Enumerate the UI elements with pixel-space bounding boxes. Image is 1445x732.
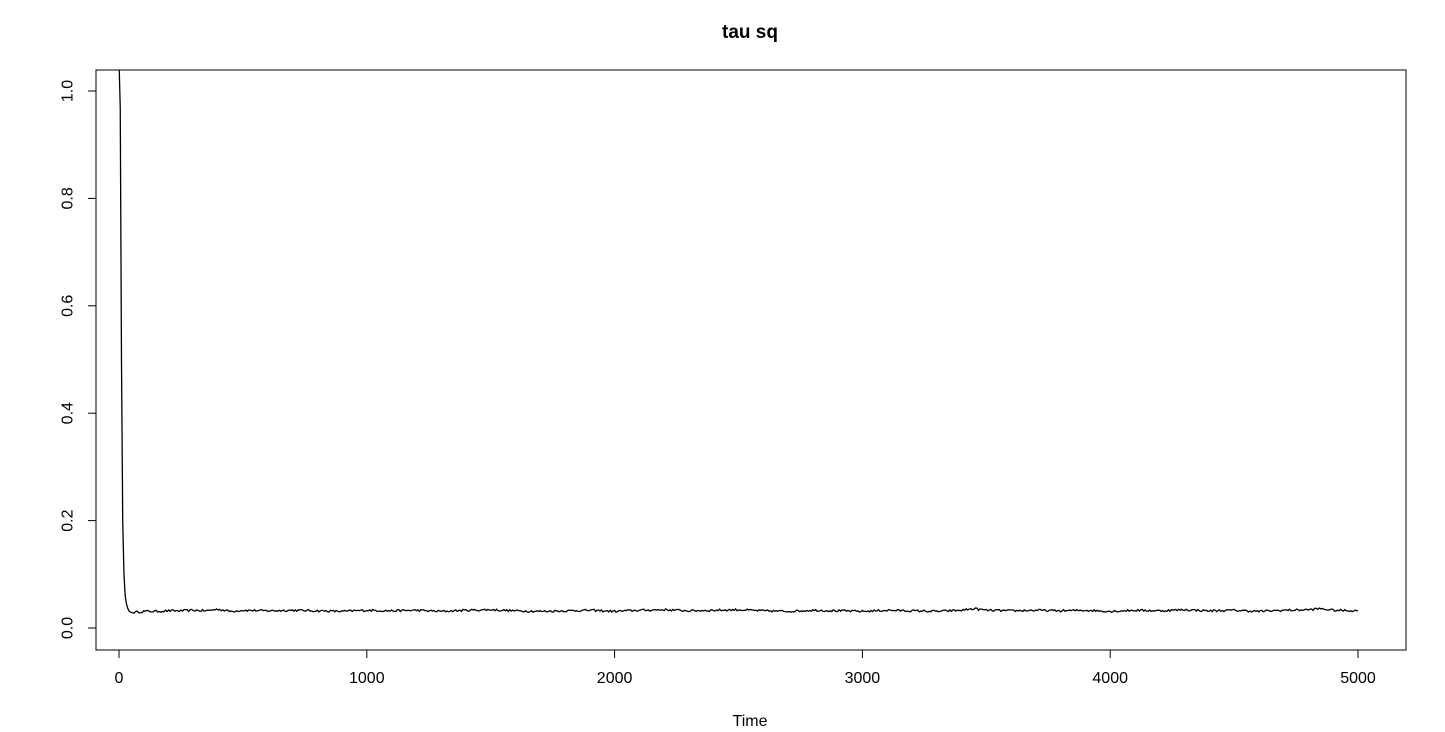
x-tick-label: 4000 bbox=[1092, 670, 1128, 687]
series-line bbox=[118, 69, 1359, 615]
x-tick-label: 2000 bbox=[597, 670, 633, 687]
y-tick-label: 0.0 bbox=[60, 617, 77, 639]
y-tick-label: 0.4 bbox=[60, 402, 77, 424]
x-axis-label: Time bbox=[733, 713, 768, 730]
x-tick-label: 3000 bbox=[845, 670, 881, 687]
chart-title: tau sq bbox=[722, 22, 778, 43]
x-axis: 0 1000 2000 3000 4000 5000 bbox=[115, 649, 1376, 687]
x-tick-label: 0 bbox=[115, 670, 124, 687]
y-tick-label: 0.2 bbox=[60, 509, 77, 531]
x-tick-label: 5000 bbox=[1340, 670, 1376, 687]
y-tick-label: 0.8 bbox=[60, 187, 77, 209]
y-tick-label: 1.0 bbox=[60, 80, 77, 102]
y-axis: 0.0 0.2 0.4 0.6 0.8 1.0 bbox=[60, 80, 97, 639]
x-tick-label: 1000 bbox=[349, 670, 385, 687]
y-tick-label: 0.6 bbox=[60, 295, 77, 317]
